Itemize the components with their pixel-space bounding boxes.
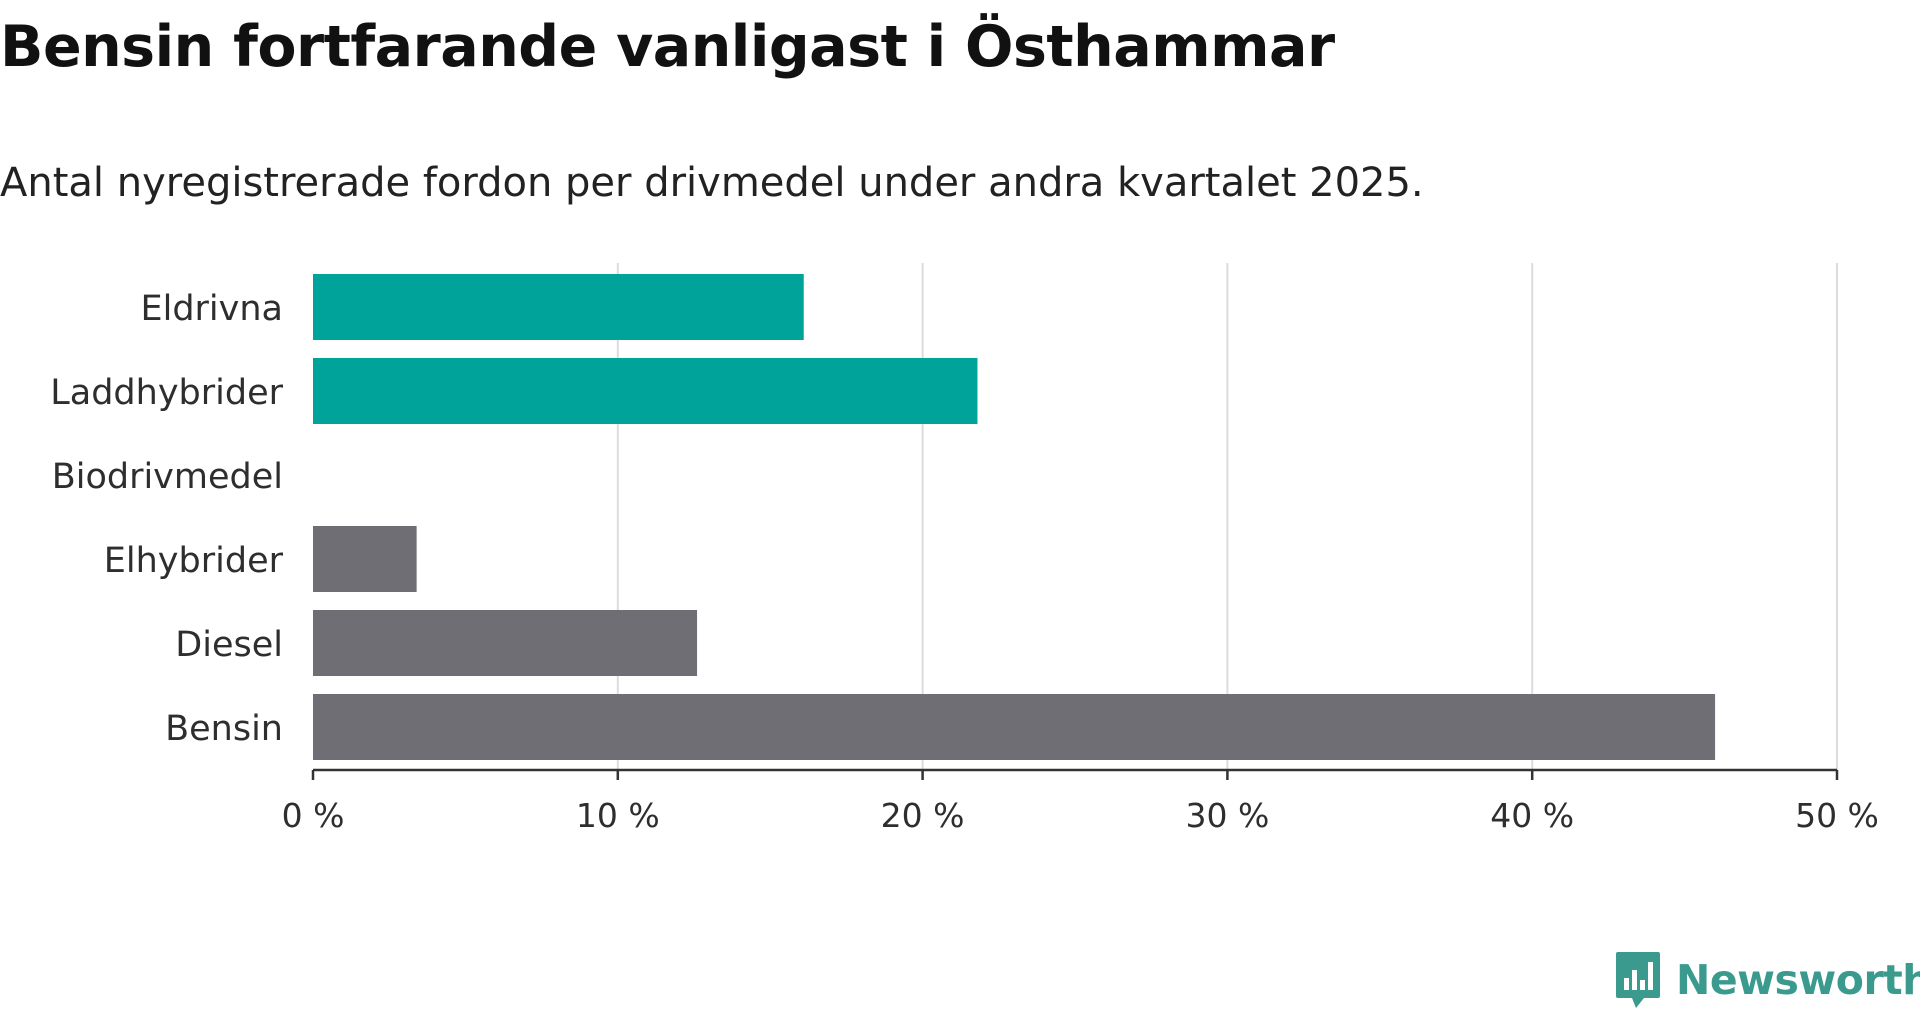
category-label: Biodrivmedel — [52, 457, 283, 497]
bar-diesel — [313, 610, 698, 676]
x-tick-label: 10 % — [576, 796, 660, 835]
x-tick-label: 40 % — [1490, 796, 1574, 835]
category-labels: Eldrivna Laddhybrider Biodrivmedel Elhybrid… — [50, 289, 283, 749]
category-label: Laddhybrider — [50, 373, 283, 413]
x-tick-label: 30 % — [1185, 796, 1269, 835]
newsworthy-logo-icon — [1616, 952, 1660, 1008]
chart-title: Bensin fortfarande vanligast i Östhammar — [0, 14, 1335, 80]
x-tick-label: 0 % — [282, 796, 345, 835]
bar-laddhybrider — [313, 358, 978, 424]
bar-eldrivna — [313, 274, 804, 340]
x-tick-label: 50 % — [1795, 796, 1879, 835]
x-tick-label: 20 % — [881, 796, 965, 835]
bars — [313, 274, 1716, 760]
category-label: Eldrivna — [140, 289, 283, 329]
category-label: Diesel — [175, 625, 283, 665]
gridlines — [616, 263, 1838, 770]
brand-logo: Newsworthy — [1614, 950, 1920, 1010]
bar-elhybrider — [313, 526, 417, 592]
category-label: Bensin — [165, 709, 283, 749]
brand-name: Newsworthy — [1676, 956, 1920, 1004]
chart-subtitle: Antal nyregistrerade fordon per drivmede… — [0, 160, 1424, 206]
x-axis: 0 % 10 % 20 % 30 % 40 % 50 % — [282, 768, 1879, 835]
bar-bensin — [313, 694, 1716, 760]
category-label: Elhybrider — [104, 541, 284, 581]
